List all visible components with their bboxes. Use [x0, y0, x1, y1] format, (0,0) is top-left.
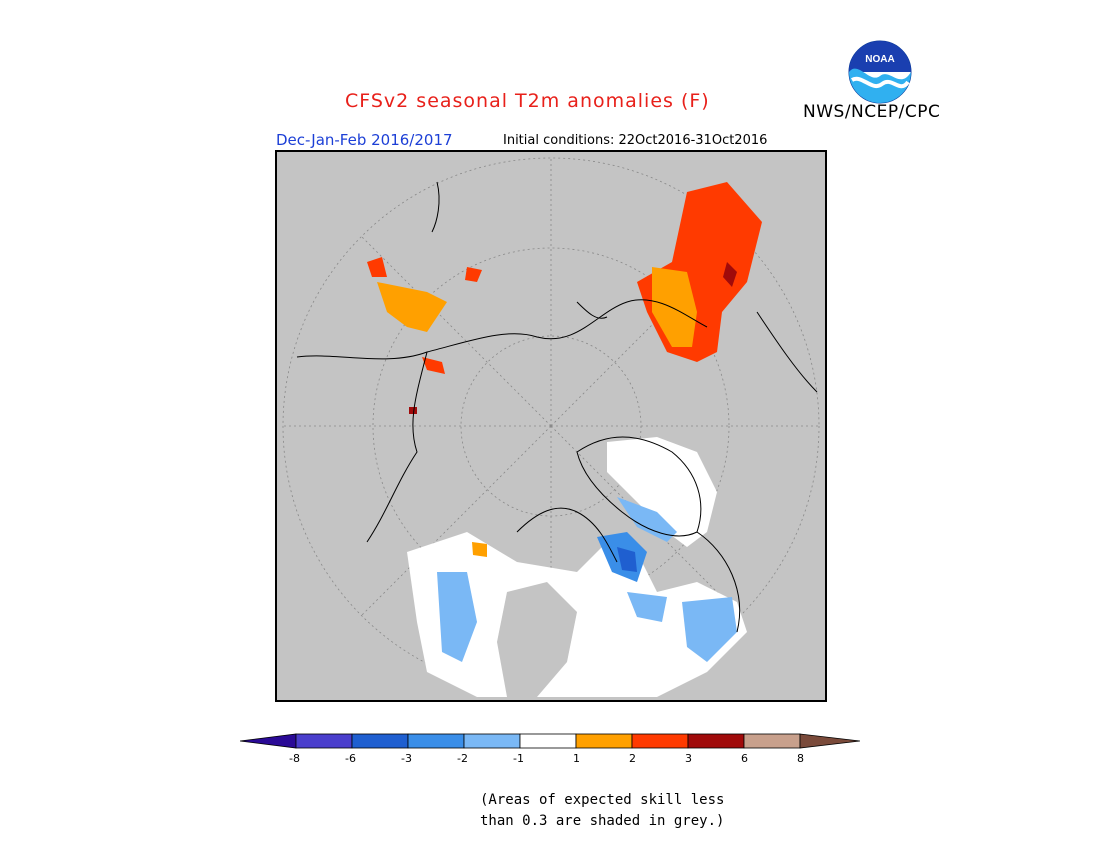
hudson-area-cool: [627, 592, 667, 622]
siberia-warm-patch-3: [422, 357, 445, 374]
legend-swatch-5: [519, 733, 577, 749]
season-label: Dec-Jan-Feb 2016/2017: [276, 131, 453, 149]
alaska-hot-spot: [409, 407, 417, 414]
legend-tick-label: -1: [513, 752, 524, 765]
legend-swatch-3: [407, 733, 465, 749]
polar-map-svg: [282, 157, 820, 697]
legend-tick-label: -6: [345, 752, 356, 765]
footnote-line-2: than 0.3 are shaded in grey.): [480, 813, 725, 829]
noaa-logo: NOAA: [848, 40, 912, 104]
legend-swatch-7: [631, 733, 689, 749]
agency-label: NWS/NCEP/CPC: [803, 102, 941, 122]
baffin-cold-core: [617, 547, 637, 572]
north-america-low-skill: [497, 582, 577, 697]
siberia-warm-patch-1: [367, 257, 387, 277]
legend-tick-label: -2: [457, 752, 468, 765]
legend-swatch-6: [575, 733, 633, 749]
map-title: CFSv2 seasonal T2m anomalies (F): [345, 90, 710, 112]
footnote-line-1: (Areas of expected skill less: [480, 792, 725, 808]
legend-tick-label: 1: [573, 752, 580, 765]
legend-tick-label: 6: [741, 752, 748, 765]
polar-map: [275, 150, 827, 702]
legend-arrow-low: [240, 733, 297, 749]
legend-tick-label: 8: [797, 752, 804, 765]
legend-tick-label: -3: [401, 752, 412, 765]
legend-swatch-1: [295, 733, 353, 749]
legend-tick-label: 2: [629, 752, 636, 765]
legend-swatch-4: [463, 733, 521, 749]
coastlines: [296, 181, 818, 633]
initial-conditions-label: Initial conditions: 22Oct2016-31Oct2016: [503, 133, 768, 148]
legend-swatch-9: [743, 733, 801, 749]
greenland-cool-band: [617, 497, 677, 542]
western-north-america-cool: [437, 572, 477, 662]
greenland-neutral: [607, 437, 717, 547]
latitude-circle-mid: [372, 247, 730, 605]
skill-footnote: (Areas of expected skill less than 0.3 a…: [480, 790, 724, 832]
europe-warm-moderate: [652, 267, 697, 347]
legend-tick-label: 3: [685, 752, 692, 765]
siberia-warm-patch-2: [465, 267, 482, 282]
eastern-canada-cool: [682, 597, 737, 662]
color-legend: [240, 733, 860, 749]
legend-tick-label: -8: [289, 752, 300, 765]
legend-arrow-high: [799, 733, 860, 749]
svg-text:NOAA: NOAA: [865, 54, 894, 65]
europe-warm-hot-spot: [723, 262, 737, 287]
siberia-warm-moderate: [377, 282, 447, 332]
legend-swatch-2: [351, 733, 409, 749]
legend-swatch-8: [687, 733, 745, 749]
canada-warm-patch: [472, 542, 487, 557]
north-america-neutral: [407, 532, 747, 697]
